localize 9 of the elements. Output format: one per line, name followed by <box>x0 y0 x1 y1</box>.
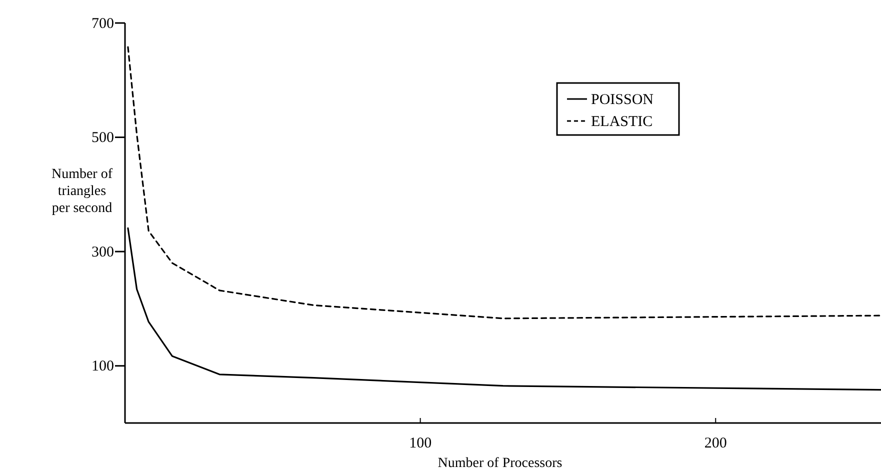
y-tick-label: 500 <box>92 130 114 146</box>
y-tick-label: 700 <box>92 16 114 32</box>
x-axis-title: Number of Processors <box>438 456 562 471</box>
x-tick-label: 200 <box>704 436 727 452</box>
y-tick-label: 300 <box>92 244 114 260</box>
y-tick-label: 100 <box>92 358 114 375</box>
legend-label: POISSON <box>591 92 654 108</box>
y-axis-title: Number of triangles per second <box>51 167 113 216</box>
legend-label: ELASTIC <box>591 114 653 130</box>
